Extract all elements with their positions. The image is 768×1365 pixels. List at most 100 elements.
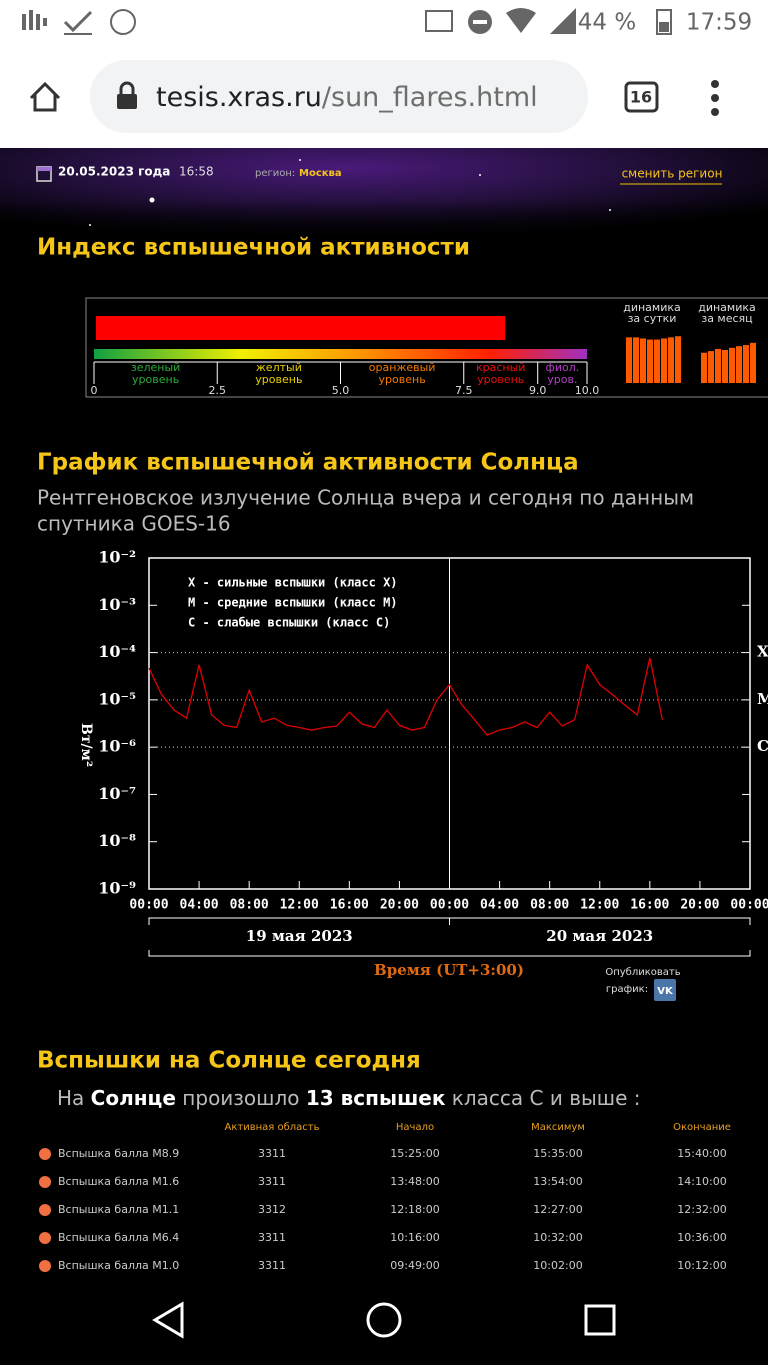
flare-cell: 09:49:00 xyxy=(390,1259,439,1272)
flare-dot xyxy=(39,1232,51,1244)
y-tick-label: 10⁻³ xyxy=(98,595,136,614)
flare-cell: 10:16:00 xyxy=(390,1231,439,1244)
change-region[interactable]: сменить регион xyxy=(622,167,723,181)
level-label: уровень xyxy=(132,373,179,386)
flare-cell: 10:02:00 xyxy=(533,1259,582,1272)
tabs-button[interactable] xyxy=(624,81,659,113)
flare-cell: 10:12:00 xyxy=(677,1259,726,1272)
stars xyxy=(89,159,611,226)
dynamics-bar xyxy=(750,342,756,383)
column-header: Начало xyxy=(396,1122,434,1133)
dynamics-bar xyxy=(743,345,749,383)
home-icon[interactable] xyxy=(29,81,61,112)
flare-cell: 3312 xyxy=(258,1203,286,1216)
scale-tick-label: 2.5 xyxy=(209,384,227,397)
flare-cell: Вспышка балла M1.1 xyxy=(58,1203,179,1216)
region-label: регион: xyxy=(255,168,295,179)
x-tick-label: 00:00 xyxy=(430,898,469,913)
level-label: зеленый xyxy=(131,361,180,374)
dynamics-title: за сутки xyxy=(628,312,677,325)
flare-cell: Вспышка балла M1.0 xyxy=(58,1259,179,1272)
calendar-icon xyxy=(36,166,52,182)
x-tick-label: 08:00 xyxy=(230,898,269,913)
dynamics-bar xyxy=(647,339,653,383)
x-tick-label: 08:00 xyxy=(530,898,569,913)
section-title: Индекс вспышечной активности xyxy=(37,235,470,261)
x-tick-label: 04:00 xyxy=(480,898,519,913)
subtitle: Рентгеновское излучение Солнца вчера и с… xyxy=(37,486,694,510)
flare-cell: 3311 xyxy=(258,1259,286,1272)
flare-cell: 15:25:00 xyxy=(390,1147,439,1160)
y-tick-label: 10⁻⁵ xyxy=(98,689,136,708)
url: tesis.xras.ru/sun_flares.html xyxy=(156,82,538,113)
dynamics-bar xyxy=(736,346,742,383)
dynamics-bar xyxy=(722,350,728,383)
dynamics-bar xyxy=(640,338,646,383)
dynamics-bar xyxy=(708,351,714,383)
scale-tick-label: 10.0 xyxy=(575,384,600,397)
x-tick-label: 00:00 xyxy=(730,898,768,913)
flare-cell: 3311 xyxy=(258,1231,286,1244)
flare-cell: 13:48:00 xyxy=(390,1175,439,1188)
summary-part: произошло xyxy=(176,1086,306,1110)
flare-cell: 13:54:00 xyxy=(533,1175,582,1188)
flare-cell: 15:40:00 xyxy=(677,1147,726,1160)
y-tick-label: 10⁻⁷ xyxy=(98,784,136,803)
flare-cell: Вспышка балла M6.4 xyxy=(58,1231,179,1244)
home-button[interactable] xyxy=(366,1302,402,1338)
flare-dot xyxy=(39,1204,51,1216)
y-tick-label: 10⁻⁹ xyxy=(98,879,136,898)
y-tick-label: 10⁻⁴ xyxy=(98,642,136,661)
publish-label: Опубликовать xyxy=(605,967,680,978)
x-tick-label: 16:00 xyxy=(630,898,669,913)
x-tick-label: 04:00 xyxy=(180,898,219,913)
flare-cell: 14:10:00 xyxy=(677,1175,726,1188)
back-button[interactable] xyxy=(152,1301,184,1339)
dynamics-bar xyxy=(715,348,721,383)
menu-button[interactable] xyxy=(711,80,719,116)
y-tick-label: 10⁻² xyxy=(98,548,136,567)
address-bar[interactable] xyxy=(90,60,588,133)
x-tick-label: 12:00 xyxy=(580,898,619,913)
x-tick-label: 16:00 xyxy=(330,898,369,913)
flare-dot xyxy=(39,1176,51,1188)
y-axis-label: Вт/м² xyxy=(78,723,94,767)
flare-cell: 12:18:00 xyxy=(390,1203,439,1216)
section-title: Вспышки на Солнце сегодня xyxy=(37,1048,421,1074)
flare-cell: 10:36:00 xyxy=(677,1231,726,1244)
x-tick-label: 00:00 xyxy=(129,898,168,913)
vk-button[interactable] xyxy=(654,979,676,1001)
date-label: 19 мая 2023 xyxy=(246,927,353,945)
level-label: уров. xyxy=(547,373,577,386)
scale-tick-label: 5.0 xyxy=(332,384,350,397)
flare-cell: 3311 xyxy=(258,1147,286,1160)
x-axis-label: Время (UT+3:00) xyxy=(374,961,524,979)
dynamics-bar xyxy=(654,339,660,383)
column-header: Окончание xyxy=(673,1122,731,1133)
flare-dot xyxy=(39,1148,51,1160)
level-label: красный xyxy=(476,361,525,374)
publish-label: график: xyxy=(606,984,648,995)
dynamics-bar xyxy=(729,347,735,383)
clock: 17:59 xyxy=(686,10,752,36)
class-label: M xyxy=(757,690,768,708)
x-tick-label: 12:00 xyxy=(280,898,319,913)
dynamics-bar xyxy=(626,337,632,383)
url-host: tesis.xras.ru xyxy=(156,82,322,113)
legend-entry: X - сильные вспышки (класс X) xyxy=(188,576,398,590)
tabs-count: 16 xyxy=(630,88,652,107)
date: 20.05.2023 года xyxy=(58,165,170,179)
level-scale xyxy=(94,349,587,359)
recents-button[interactable] xyxy=(584,1304,616,1336)
level-label: уровень xyxy=(379,373,426,386)
column-header: Максимум xyxy=(531,1122,585,1133)
vk-logo: VK xyxy=(657,986,674,997)
dynamics-title: динамика xyxy=(698,301,756,314)
level-label: желтый xyxy=(256,361,302,374)
nebula-fade xyxy=(0,200,768,250)
flare-cell: 15:35:00 xyxy=(533,1147,582,1160)
legend-entry: C - слабые вспышки (класс C) xyxy=(188,616,390,630)
y-tick-label: 10⁻⁶ xyxy=(98,737,136,756)
